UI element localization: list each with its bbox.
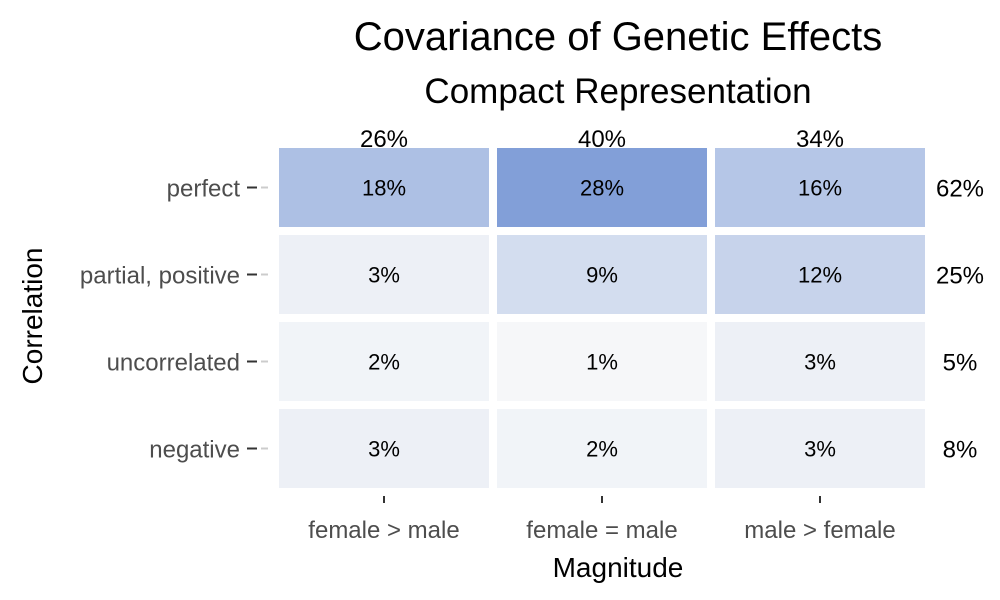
cell-label-negative-male-female: 3% [804, 437, 836, 462]
column-total-male-female: 34% [796, 126, 844, 153]
column-total-female-male: 40% [578, 126, 626, 153]
cell-label-negative-female-male: 2% [586, 437, 618, 462]
cell-label-partial-positive-female-male: 3% [368, 263, 400, 288]
y-axis-title: Correlation [17, 248, 48, 385]
x-tick-label-female-male: female > male [308, 517, 459, 544]
row-total-uncorrelated: 5% [943, 350, 978, 377]
y-tick-label-negative: negative [149, 437, 240, 464]
cell-label-perfect-female-male: 18% [362, 176, 406, 201]
heatmap-cell-uncorrelated-male-female [715, 322, 925, 401]
cell-label-uncorrelated-female-male: 1% [586, 350, 618, 375]
cell-label-perfect-female-male: 28% [580, 176, 624, 201]
x-tick-label-female-male: female = male [526, 517, 677, 544]
heatmap-cell-uncorrelated-female-male [279, 322, 489, 401]
column-total-female-male: 26% [360, 126, 408, 153]
y-axis: perfect partial, positive uncorrelated nega… [80, 176, 268, 464]
y-tick-label-partial-positive: partial, positive [80, 263, 240, 290]
heatmap-cell-perfect-male-female [715, 148, 925, 227]
row-total-negative: 8% [943, 437, 978, 464]
heatmap-cell-partial-positive-female-male [497, 235, 707, 314]
chart-title: Covariance of Genetic Effects [354, 15, 882, 59]
heatmap-cell-negative-female-male [497, 409, 707, 488]
heatmap-cell-perfect-female-male [497, 148, 707, 227]
heatmap-cell-uncorrelated-female-male [497, 322, 707, 401]
row-total-partial-positive: 25% [936, 263, 984, 290]
y-tick-label-perfect: perfect [167, 176, 241, 203]
column-totals: 26% 40% 34% [360, 126, 844, 153]
heatmap-cell-partial-positive-male-female [715, 235, 925, 314]
cell-label-partial-positive-female-male: 9% [586, 263, 618, 288]
row-totals: 62% 25% 5% 8% [936, 176, 984, 464]
heatmap-cell-negative-male-female [715, 409, 925, 488]
row-total-perfect: 62% [936, 176, 984, 203]
cell-label-uncorrelated-male-female: 3% [804, 350, 836, 375]
y-tick-label-uncorrelated: uncorrelated [107, 350, 240, 377]
heatmap-cell-negative-female-male [279, 409, 489, 488]
cell-label-partial-positive-male-female: 12% [798, 263, 842, 288]
x-tick-label-male-female: male > female [744, 517, 895, 544]
heatmap-cell-perfect-female-male [279, 148, 489, 227]
chart-subtitle: Compact Representation [424, 72, 811, 111]
cell-label-perfect-male-female: 16% [798, 176, 842, 201]
x-axis-title: Magnitude [553, 552, 684, 583]
x-axis: female > male female = male male > female [308, 496, 896, 544]
heatmap-cells: 18% 28% 16% 3% 9% 12% 2% 1% 3% 3% 2% 3% [279, 148, 925, 488]
heatmap-cell-partial-positive-female-male [279, 235, 489, 314]
cell-label-uncorrelated-female-male: 2% [368, 350, 400, 375]
cell-label-negative-female-male: 3% [368, 437, 400, 462]
